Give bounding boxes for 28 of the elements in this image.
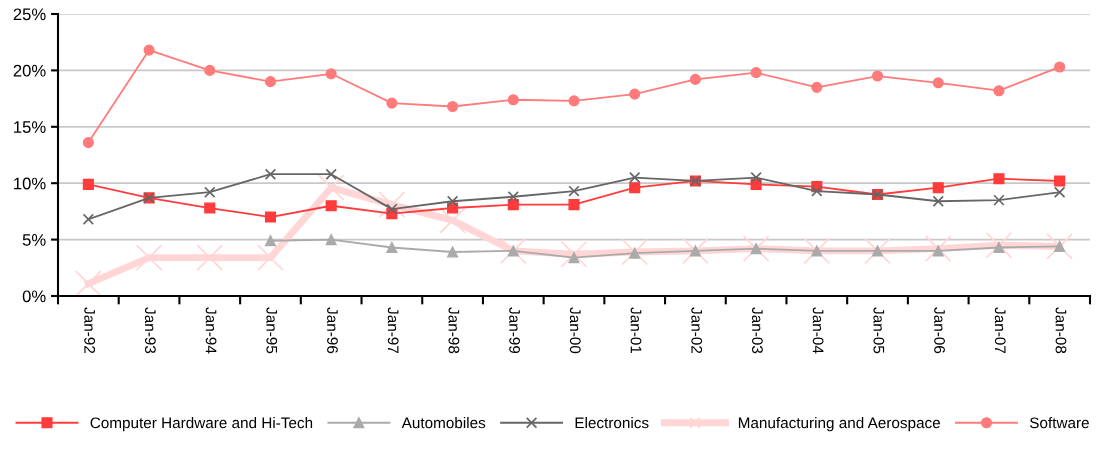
x-tick-label: Jan-01 — [630, 307, 642, 354]
legend-label: Computer Hardware and Hi-Tech — [90, 417, 313, 432]
y-tick-label: 10% — [14, 177, 46, 190]
legend-label: Software — [1029, 417, 1089, 429]
legend-label: Automobiles — [401, 417, 486, 429]
legend-label: Manufacturing and Aerospace — [738, 417, 940, 432]
x-tick-label: Jan-94 — [205, 307, 217, 354]
y-tick-label: 15% — [14, 121, 46, 133]
x-tick-label: Jan-02 — [691, 307, 703, 354]
x-tick-label: Jan-99 — [509, 307, 521, 354]
x-tick-label: Jan-05 — [873, 307, 885, 354]
legend-label: Electronics — [575, 417, 649, 429]
x-tick-label: Jan-95 — [266, 307, 278, 354]
y-tick-label: 25% — [13, 8, 46, 21]
x-tick-label: Jan-04 — [812, 307, 824, 354]
y-tick-label: 20% — [13, 64, 46, 77]
x-tick-label: Jan-08 — [1055, 307, 1067, 354]
y-tick-label: 5% — [22, 234, 46, 246]
x-tick-label: Jan-00 — [569, 307, 581, 354]
x-tick-label: Jan-96 — [327, 307, 338, 354]
x-tick-label: Jan-97 — [387, 307, 399, 354]
y-tick-label: 0% — [22, 290, 46, 303]
x-tick-label: Jan-07 — [994, 307, 1006, 354]
x-tick-label: Jan-92 — [84, 307, 96, 354]
x-tick-label: Jan-93 — [144, 307, 156, 354]
x-tick-label: Jan-03 — [752, 307, 763, 354]
x-tick-label: Jan-98 — [448, 307, 460, 354]
x-tick-label: Jan-06 — [934, 307, 945, 354]
